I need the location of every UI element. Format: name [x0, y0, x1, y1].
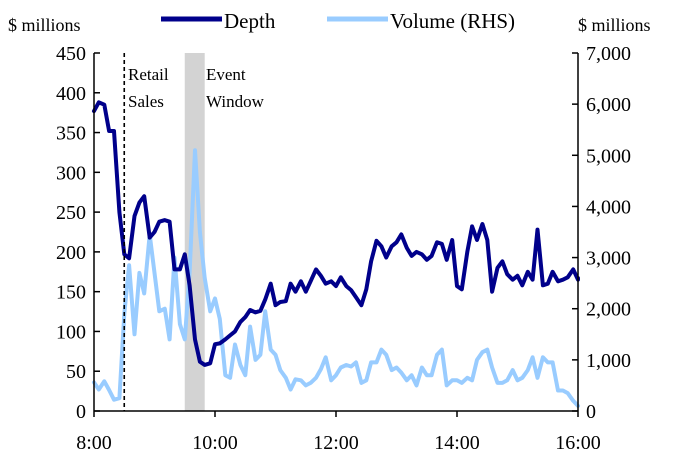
right-y-tick-label: 4,000 — [586, 196, 631, 218]
left-y-tick-label: 150 — [56, 282, 86, 304]
left-y-tick-label: 400 — [56, 83, 86, 105]
x-ticks: 8:00 10:00 12:00 14:00 16:00 — [76, 411, 601, 453]
legend-depth-label: Depth — [224, 9, 276, 33]
right-y-tick-label: 3,000 — [586, 248, 631, 270]
left-y-ticks: 0 50 100 150 200 250 300 350 400 450 — [56, 43, 100, 423]
left-y-tick-label: 350 — [56, 123, 86, 145]
left-y-tick-label: 0 — [76, 401, 86, 423]
x-tick-label: 8:00 — [76, 432, 112, 453]
left-y-tick-label: 50 — [66, 361, 86, 383]
x-tick-label: 10:00 — [192, 432, 238, 453]
event-window-band — [184, 53, 205, 411]
left-y-tick-label: 450 — [56, 43, 86, 65]
right-axis-unit-label: $ millions — [578, 15, 651, 35]
retail-sales-label-line1: Retail — [128, 65, 169, 84]
left-y-tick-label: 250 — [56, 202, 86, 224]
legend-volume-label: Volume (RHS) — [390, 9, 515, 33]
right-y-tick-label: 5,000 — [586, 145, 631, 167]
right-y-tick-label: 0 — [586, 401, 596, 423]
x-tick-label: 14:00 — [434, 432, 480, 453]
event-window-label-line1: Event — [206, 65, 246, 84]
right-y-tick-label: 6,000 — [586, 94, 631, 116]
retail-sales-label-line2: Sales — [128, 92, 164, 111]
volume-series-line — [92, 148, 580, 408]
left-y-tick-label: 200 — [56, 242, 86, 264]
right-y-tick-label: 1,000 — [586, 350, 631, 372]
right-y-tick-label: 7,000 — [586, 43, 631, 65]
x-tick-label: 12:00 — [313, 432, 359, 453]
right-y-ticks: 0 1,000 2,000 3,000 4,000 5,000 6,000 7,000 — [572, 43, 631, 423]
left-axis-unit-label: $ millions — [8, 15, 81, 35]
right-y-tick-label: 2,000 — [586, 299, 631, 321]
depth-series-line — [92, 100, 580, 367]
left-y-tick-label: 300 — [56, 162, 86, 184]
series-lines — [92, 100, 580, 408]
event-window-label-line2: Window — [206, 92, 265, 111]
x-tick-label: 16:00 — [555, 432, 601, 453]
left-y-tick-label: 100 — [56, 321, 86, 343]
legend: Depth Volume (RHS) — [161, 9, 515, 33]
